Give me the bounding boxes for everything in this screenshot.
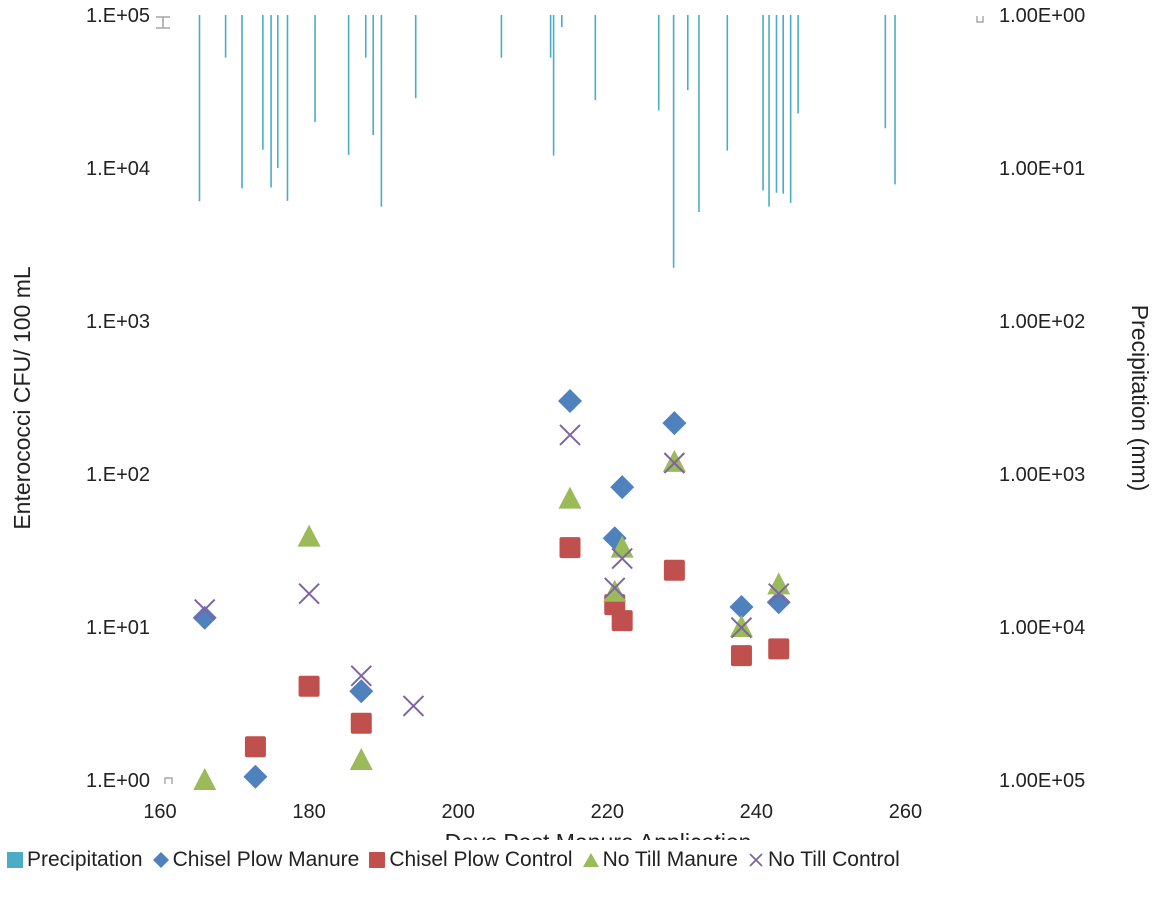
legend: Precipitation Chisel Plow Manure Chisel …: [6, 848, 909, 872]
legend-label-no-till-manure: No Till Manure: [602, 848, 738, 871]
legend-label-no-till-control: No Till Control: [767, 848, 900, 871]
y-tick-label: 1.E+04: [86, 158, 150, 180]
no-till-control-point: [604, 577, 626, 599]
no-till-manure-point: [729, 615, 753, 637]
chisel-plow-control-point: [244, 736, 266, 758]
no-till-control-point: [298, 583, 320, 605]
error-bar-mark: [164, 777, 173, 784]
no-till-control-point: [768, 583, 790, 605]
no-till-control-point: [402, 695, 425, 717]
chisel-plow-control-point: [768, 638, 790, 660]
chisel-plow-control-point: [663, 559, 685, 581]
legend-label-precipitation: Precipitation: [27, 848, 143, 871]
legend-item-no-till-manure: No Till Manure: [582, 848, 738, 872]
legend-item-precipitation: Precipitation: [6, 848, 143, 872]
legend-diamond-icon: [152, 852, 169, 868]
y-tick-label: 1.E+03: [86, 311, 150, 333]
y-tick-label: 1.E+00: [86, 770, 150, 792]
y2-tick-label: 1.00E+01: [999, 158, 1085, 180]
chisel-plow-manure-point: [558, 389, 582, 414]
legend-x-icon: [749, 853, 763, 867]
no-till-manure-point: [297, 524, 321, 547]
no-till-manure-point: [767, 572, 791, 595]
no-till-control-point: [350, 665, 372, 687]
x-tick-label: 220: [591, 801, 624, 823]
no-till-control-point: [559, 424, 581, 446]
chisel-plow-control-point: [350, 712, 372, 734]
chart: 1.E+00 1.E+01 1.E+02 1.E+03 1.E+04 1.E+05 1.00…: [9, 5, 1153, 840]
legend-item-no-till-control: No Till Control: [747, 848, 900, 872]
legend-label-chisel-plow-manure: Chisel Plow Manure: [172, 848, 360, 871]
no-till-manure-point: [193, 768, 217, 790]
legend-swatch-precipitation-icon: [7, 852, 23, 868]
chisel-plow-manure-point: [349, 679, 374, 704]
chisel-plow-control-point: [611, 610, 633, 632]
chisel-plow-manure-point: [729, 595, 754, 620]
legend-triangle-icon: [582, 853, 599, 867]
y2-tick-label: 1.00E+05: [999, 770, 1085, 792]
y-tick-label: 1.E+01: [86, 617, 150, 639]
chisel-plow-control-point: [298, 675, 320, 697]
x-axis-title: Days Past Manure Application: [445, 829, 752, 840]
no-till-manure-point: [603, 579, 627, 602]
legend-item-chisel-plow-manure: Chisel Plow Manure: [152, 848, 360, 872]
no-till-control-point: [194, 598, 216, 621]
y-axis-title: Enterococci CFU/ 100 mL: [9, 266, 35, 530]
y2-tick-label: 1.00E+02: [999, 311, 1085, 333]
x-tick-label: 200: [441, 801, 474, 823]
chisel-plow-manure-point: [662, 411, 687, 436]
chisel-plow-manure-point: [610, 475, 635, 500]
error-bar-mark: [156, 16, 170, 29]
no-till-control-point: [663, 452, 686, 474]
no-till-control-point: [730, 616, 753, 639]
y2-tick-label: 1.00E+04: [999, 617, 1085, 639]
legend-square-icon: [369, 852, 386, 868]
y-tick-label: 1.E+05: [86, 5, 150, 27]
y2-tick-label: 1.00E+00: [999, 5, 1085, 27]
chisel-plow-manure-point: [192, 605, 217, 630]
no-till-control-point: [611, 547, 633, 570]
chisel-plow-manure-point: [766, 590, 791, 615]
chisel-plow-control-point: [730, 645, 752, 667]
chisel-plow-control-point: [559, 537, 581, 559]
x-tick-label: 240: [740, 801, 773, 823]
legend-item-chisel-plow-control: Chisel Plow Control: [368, 848, 573, 872]
error-bar-mark: [976, 16, 984, 23]
no-till-manure-point: [558, 486, 582, 509]
x-tick-label: 180: [292, 801, 325, 823]
no-till-manure-point: [662, 449, 686, 472]
x-tick-label: 160: [143, 801, 176, 823]
no-till-manure-point: [349, 748, 373, 771]
y-tick-label: 1.E+02: [86, 464, 150, 486]
legend-label-chisel-plow-control: Chisel Plow Control: [389, 848, 573, 871]
y2-tick-label: 1.00E+03: [999, 464, 1085, 486]
y2-axis-title: Precipitation (mm): [1127, 305, 1153, 492]
chisel-plow-manure-point: [243, 764, 268, 789]
x-tick-label: 260: [889, 801, 922, 823]
